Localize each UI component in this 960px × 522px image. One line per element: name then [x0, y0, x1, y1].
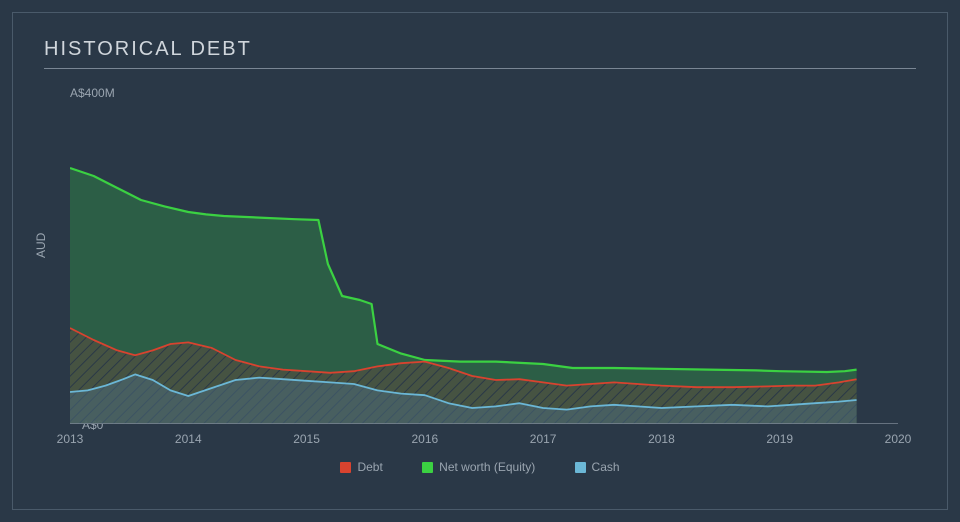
plot-area [70, 104, 898, 424]
legend-swatch-debt [340, 462, 351, 473]
x-label: 2015 [293, 432, 320, 446]
x-label: 2017 [530, 432, 557, 446]
chart-svg [70, 104, 898, 424]
legend-label-equity: Net worth (Equity) [439, 460, 535, 474]
x-label: 2020 [885, 432, 912, 446]
legend-label-cash: Cash [592, 460, 620, 474]
y-axis-label: AUD [34, 233, 48, 258]
chart-title: HISTORICAL DEBT [44, 38, 252, 61]
x-label: 2013 [57, 432, 84, 446]
x-axis-labels: 20132014201520162017201820192020 [70, 432, 898, 448]
legend-item-equity: Net worth (Equity) [422, 460, 535, 474]
legend-item-cash: Cash [575, 460, 620, 474]
legend-item-debt: Debt [340, 460, 382, 474]
legend-swatch-cash [575, 462, 586, 473]
legend-swatch-equity [422, 462, 433, 473]
x-label: 2014 [175, 432, 202, 446]
legend: Debt Net worth (Equity) Cash [0, 460, 960, 474]
y-label-top: A$400M [70, 86, 115, 100]
legend-label-debt: Debt [357, 460, 382, 474]
x-label: 2018 [648, 432, 675, 446]
title-rule [44, 68, 916, 69]
x-label: 2016 [411, 432, 438, 446]
x-label: 2019 [766, 432, 793, 446]
